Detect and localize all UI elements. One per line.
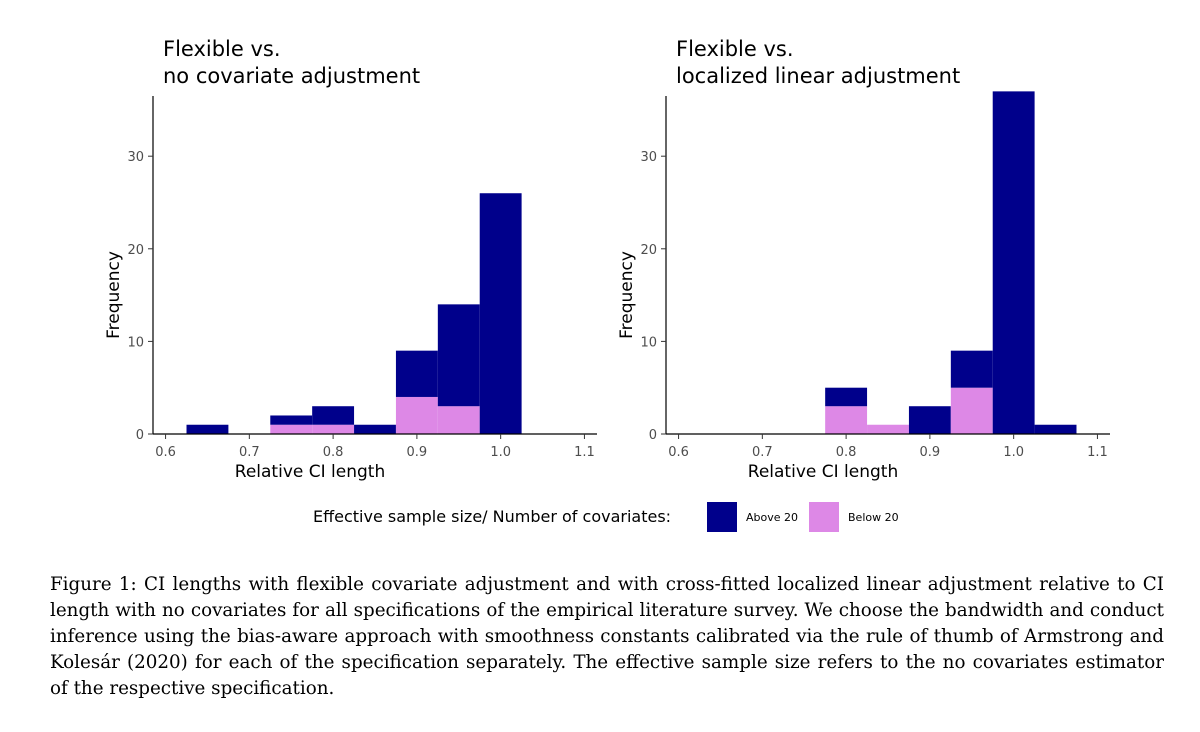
bar-above-20 (1034, 424, 1077, 434)
x-tick-label: 0.6 (155, 445, 176, 460)
bar-below-20 (270, 424, 313, 434)
y-axis-label: Frequency (617, 251, 637, 339)
bar-below-20 (312, 424, 355, 434)
legend-title: Effective sample size/ Number of covaria… (313, 507, 671, 526)
x-axis-label: Relative CI length (235, 462, 385, 482)
y-tick-label: 30 (127, 150, 144, 165)
bar-above-20 (992, 91, 1035, 434)
legend-swatch-above-20 (707, 502, 737, 532)
legend-label-above-20: Above 20 (746, 511, 798, 524)
y-tick-label: 10 (127, 335, 144, 350)
y-tick-label: 30 (640, 150, 657, 165)
x-tick-label: 1.1 (574, 445, 595, 460)
legend-label-below-20: Below 20 (848, 511, 899, 524)
bar-below-20 (395, 396, 438, 434)
panel-title-line: localized linear adjustment (676, 64, 960, 88)
x-tick-label: 0.9 (407, 445, 428, 460)
bar-above-20 (908, 406, 951, 434)
y-tick-label: 20 (640, 243, 657, 258)
bar-above-20 (950, 350, 993, 388)
right-histogram-panel: Flexible vs. localized linear adjustment 0… (617, 37, 1110, 482)
legend: Effective sample size/ Number of covaria… (313, 502, 899, 532)
legend-swatch-below-20 (809, 502, 839, 532)
panel-title-line: Flexible vs. (676, 37, 794, 61)
x-tick-label: 0.6 (668, 445, 689, 460)
y-tick-label: 10 (640, 335, 657, 350)
y-axis-label: Frequency (104, 251, 124, 339)
panel-title-line: no covariate adjustment (163, 64, 420, 88)
bar-below-20 (825, 406, 868, 434)
bar-above-20 (186, 424, 229, 434)
left-histogram-panel: Flexible vs. no covariate adjustment 0.6 0.… (104, 37, 597, 482)
y-tick-label: 0 (136, 428, 144, 443)
y-tick-label: 0 (649, 428, 657, 443)
x-axis-label: Relative CI length (748, 462, 898, 482)
x-tick-label: 1.0 (1003, 445, 1024, 460)
bar-above-20 (354, 424, 396, 434)
bar-above-20 (825, 387, 868, 407)
bar-above-20 (270, 415, 313, 425)
x-tick-label: 1.1 (1087, 445, 1108, 460)
figure-caption: Figure 1: CI lengths with flexible covar… (50, 574, 1164, 699)
x-tick-label: 0.9 (920, 445, 941, 460)
bar-above-20 (312, 406, 355, 425)
x-tick-label: 0.8 (323, 445, 344, 460)
bar-below-20 (437, 406, 480, 434)
x-tick-label: 1.0 (490, 445, 511, 460)
panel-title-line: Flexible vs. (163, 37, 281, 61)
bar-above-20 (437, 304, 480, 407)
bar-above-20 (395, 350, 438, 397)
figure: Flexible vs. no covariate adjustment 0.6 0.… (104, 37, 1110, 532)
bar-below-20 (950, 387, 993, 434)
x-tick-label: 0.7 (239, 445, 260, 460)
bar-below-20 (867, 424, 909, 434)
y-tick-label: 20 (127, 243, 144, 258)
x-tick-label: 0.7 (752, 445, 773, 460)
bar-above-20 (479, 193, 522, 434)
x-tick-label: 0.8 (836, 445, 857, 460)
